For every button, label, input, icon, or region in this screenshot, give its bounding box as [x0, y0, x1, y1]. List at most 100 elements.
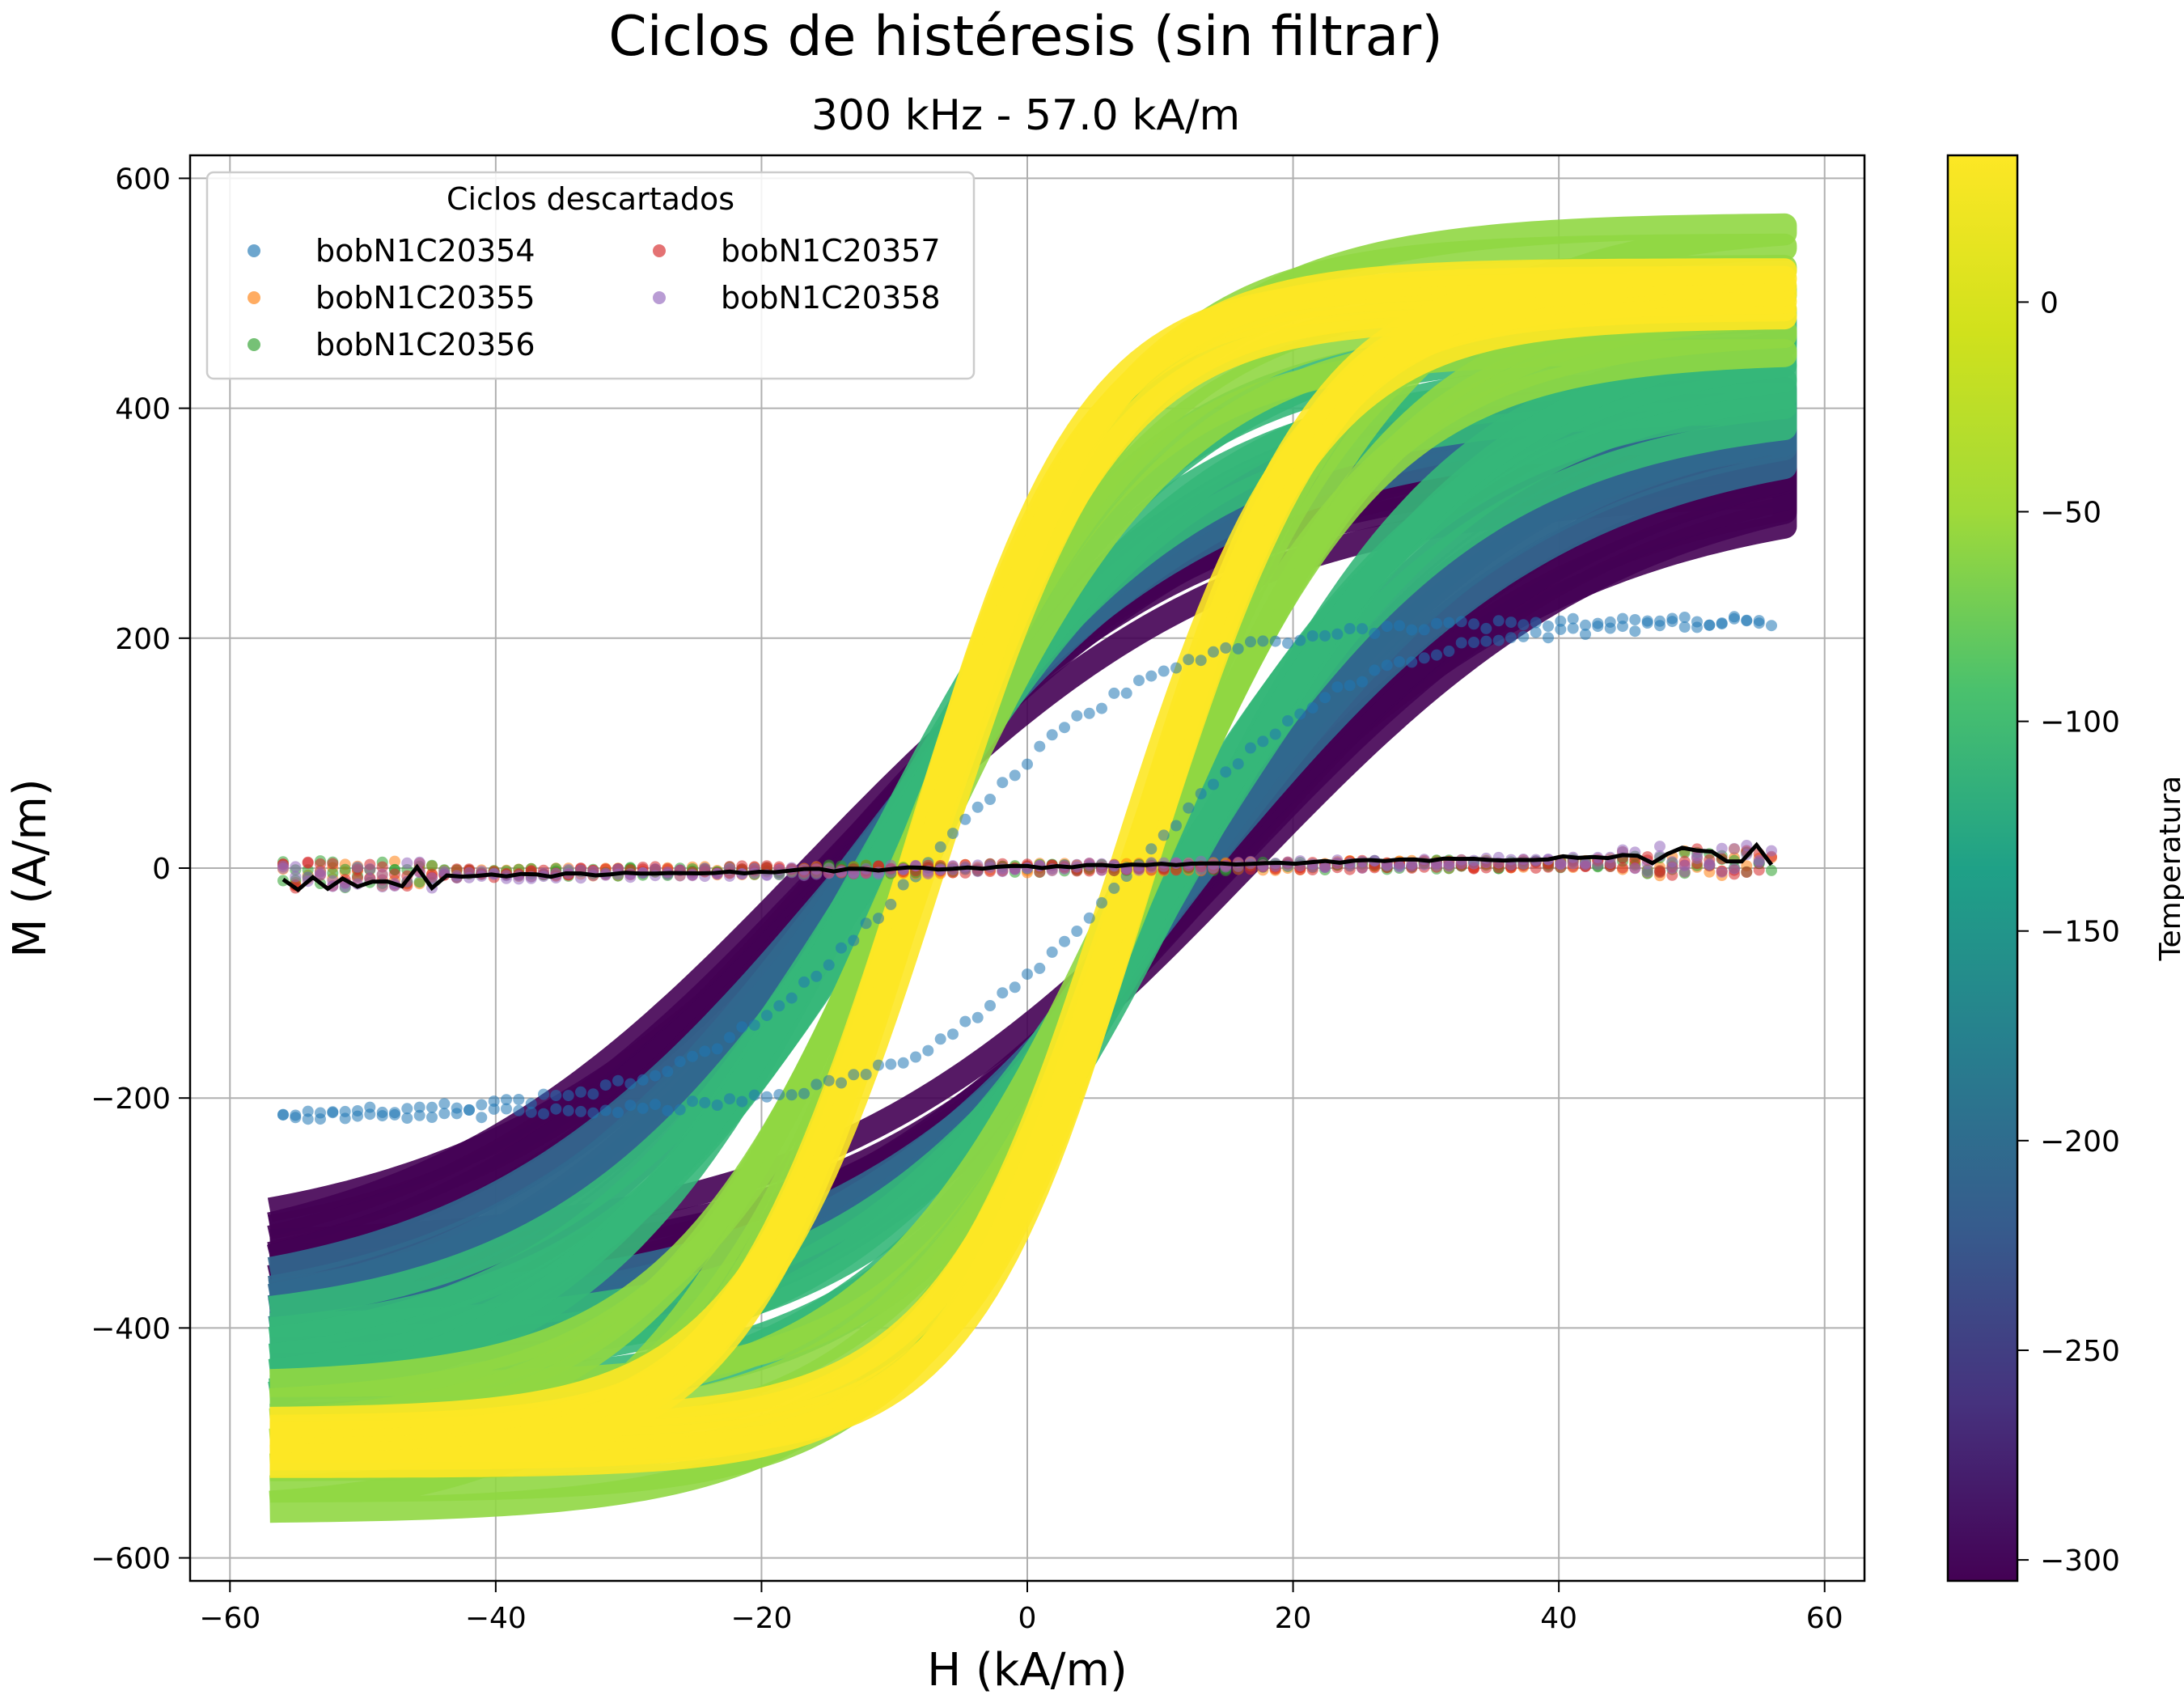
discarded-point	[662, 1066, 674, 1078]
discarded-point	[525, 1098, 537, 1110]
discarded-point	[501, 1094, 512, 1106]
discarded-point	[1517, 630, 1530, 642]
discarded-point	[848, 934, 860, 947]
discarded-point	[711, 1043, 723, 1055]
discarded-point	[339, 1105, 351, 1117]
discarded-point	[277, 862, 289, 875]
discarded-point	[1654, 841, 1666, 853]
discarded-point	[1406, 624, 1418, 636]
discarded-point	[1294, 708, 1306, 720]
discarded-point	[922, 1044, 934, 1057]
discarded-point	[1357, 676, 1368, 688]
discarded-point	[1678, 621, 1691, 633]
discarded-point	[1517, 619, 1530, 631]
discarded-point	[1617, 612, 1628, 625]
discarded-point	[1319, 692, 1331, 704]
discarded-point	[1282, 715, 1293, 727]
discarded-point	[1629, 862, 1641, 875]
discarded-point	[650, 1070, 661, 1082]
discarded-point	[1220, 766, 1232, 778]
discarded-point	[1120, 687, 1132, 699]
discarded-point	[1641, 866, 1653, 878]
x-tick-label: −60	[199, 1602, 260, 1635]
discarded-point	[599, 1104, 612, 1116]
colorbar-tick-label: −250	[2040, 1335, 2120, 1368]
discarded-point	[1741, 614, 1753, 626]
discarded-point	[1394, 860, 1405, 872]
discarded-point	[1232, 642, 1244, 655]
discarded-point	[1394, 620, 1405, 632]
discarded-point	[1145, 843, 1158, 855]
discarded-point	[1443, 616, 1455, 629]
discarded-point	[1208, 778, 1219, 790]
discarded-point	[1654, 620, 1666, 632]
legend: Ciclos descartados bobN1C20354 bobN1C2035…	[205, 171, 976, 380]
discarded-point	[773, 1089, 785, 1100]
discarded-point	[1369, 664, 1381, 676]
chart-subtitle: 300 kHz - 57.0 kA/m	[811, 91, 1240, 140]
legend-title: Ciclos descartados	[447, 181, 734, 217]
discarded-point	[401, 1112, 413, 1124]
discarded-point	[562, 1104, 574, 1116]
discarded-point	[897, 879, 909, 891]
discarded-point	[327, 867, 339, 879]
discarded-point	[910, 1051, 921, 1063]
discarded-point	[1766, 620, 1777, 632]
discarded-point	[1269, 728, 1281, 740]
legend-marker	[653, 244, 666, 257]
discarded-point	[302, 1105, 314, 1117]
discarded-point	[860, 1069, 872, 1080]
discarded-point	[637, 1074, 649, 1086]
discarded-point	[1083, 707, 1095, 719]
discarded-point	[748, 1019, 760, 1032]
legend-label: bobN1C20356	[315, 327, 535, 362]
discarded-point	[1530, 626, 1542, 638]
discarded-point	[1543, 621, 1554, 632]
discarded-point	[860, 917, 872, 930]
discarded-point	[290, 1109, 302, 1121]
discarded-point	[376, 868, 388, 880]
discarded-point	[1555, 858, 1567, 870]
discarded-point	[662, 1104, 674, 1116]
discarded-point	[997, 987, 1009, 999]
discarded-point	[724, 1032, 735, 1044]
discarded-point	[463, 1104, 475, 1116]
discarded-point	[1108, 687, 1120, 699]
legend-label: bobN1C20355	[315, 280, 535, 316]
discarded-point	[352, 1105, 363, 1116]
discarded-point	[624, 1078, 637, 1090]
discarded-point	[699, 862, 711, 875]
discarded-point	[1009, 981, 1021, 994]
plot-area	[266, 213, 1797, 1523]
discarded-point	[1567, 612, 1579, 625]
discarded-point	[885, 898, 897, 910]
discarded-point	[277, 1108, 289, 1121]
discarded-point	[1580, 619, 1591, 631]
discarded-point	[587, 1107, 599, 1119]
discarded-point	[848, 1069, 860, 1081]
discarded-point	[1096, 702, 1107, 714]
discarded-point	[1468, 618, 1479, 630]
legend-marker	[248, 244, 260, 257]
discarded-point	[1592, 617, 1604, 629]
discarded-point	[1455, 616, 1467, 628]
discarded-point	[1678, 859, 1691, 871]
discarded-point	[488, 1095, 500, 1108]
discarded-point	[1133, 675, 1145, 687]
discarded-point	[339, 863, 351, 875]
discarded-point	[736, 1095, 748, 1108]
discarded-point	[934, 1033, 946, 1045]
discarded-point	[761, 1010, 772, 1022]
discarded-point	[959, 813, 971, 825]
discarded-point	[811, 1078, 823, 1091]
discarded-point	[426, 1101, 438, 1113]
discarded-point	[327, 1107, 339, 1119]
discarded-point	[426, 859, 438, 871]
reference-line	[281, 841, 1773, 893]
x-tick-label: 0	[1018, 1602, 1037, 1635]
discarded-point	[438, 1108, 451, 1120]
discarded-point	[1729, 843, 1740, 854]
discarded-point	[997, 777, 1009, 789]
discarded-point	[1753, 615, 1765, 627]
discarded-point	[885, 1058, 897, 1070]
